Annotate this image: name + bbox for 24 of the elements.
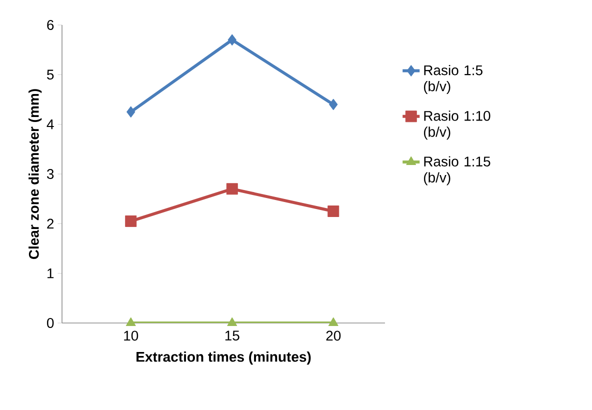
point <box>227 317 238 326</box>
legend-label: Rasio 1:15 (b/v) <box>424 156 490 186</box>
y-tick-label: 4 <box>46 120 54 130</box>
legend-label: Rasio 1:5 (b/v) <box>424 64 482 94</box>
point <box>228 34 236 46</box>
y-tick-label: 6 <box>47 20 54 30</box>
x-tick-label: 20 <box>326 330 341 341</box>
point <box>126 106 136 118</box>
legend-label: Rasio 1:10 (b/v) <box>424 110 490 140</box>
x-tick-label: 10 <box>124 330 138 341</box>
point <box>126 317 136 326</box>
point <box>328 206 340 217</box>
point <box>328 98 338 110</box>
point <box>328 317 338 326</box>
y-tick-label: 5 <box>47 70 54 80</box>
y-axis-title: Clear zone diameter (mm) <box>28 89 42 260</box>
point <box>125 215 137 227</box>
y-tick-label: 3 <box>46 169 54 179</box>
y-tick-label: 2 <box>47 218 54 229</box>
y-tick-label: 0 <box>46 318 54 328</box>
x-tick-label: 15 <box>225 330 240 341</box>
point <box>226 183 238 195</box>
y-tick-label: 1 <box>48 268 54 278</box>
x-axis-title: Extraction times (minutes) <box>136 352 311 365</box>
